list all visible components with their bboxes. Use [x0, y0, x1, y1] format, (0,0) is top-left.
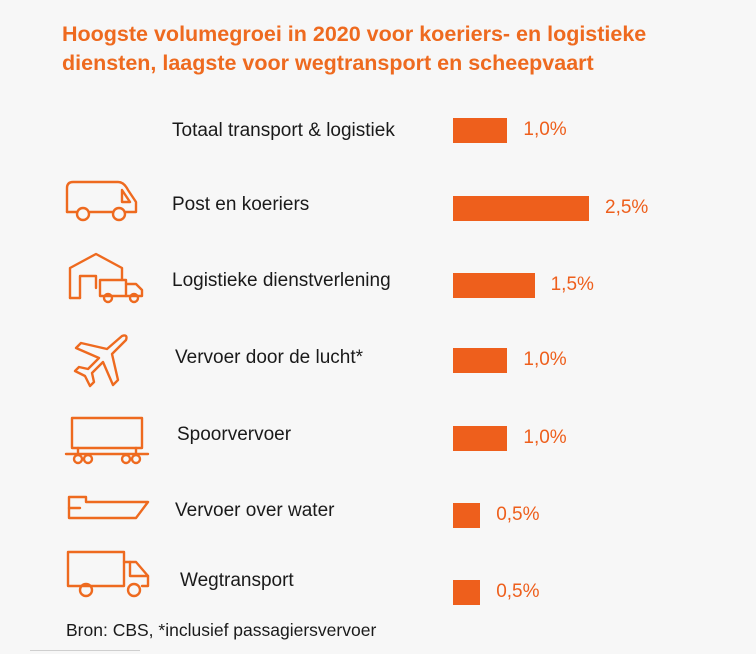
category-label: Totaal transport & logistiek	[172, 120, 395, 141]
category-label: Vervoer over water	[175, 500, 335, 521]
bar	[453, 273, 535, 298]
bar	[453, 348, 508, 373]
value-label: 0,5%	[496, 504, 540, 525]
value-label: 0,5%	[496, 581, 540, 602]
bar	[453, 503, 481, 528]
category-label: Logistieke dienstverlening	[172, 270, 391, 291]
ship-icon	[67, 495, 150, 520]
category-label: Post en koeriers	[172, 194, 310, 215]
bar	[453, 580, 481, 605]
chart-title-line-2: diensten, laagste voor wegtransport en s…	[62, 51, 594, 75]
value-label: 1,5%	[550, 274, 594, 295]
value-label: 1,0%	[523, 427, 567, 448]
bar	[453, 426, 508, 451]
category-label: Vervoer door de lucht*	[175, 347, 364, 368]
truck-icon	[66, 550, 150, 598]
airplane-icon	[73, 334, 128, 388]
source-note: Bron: CBS, *inclusief passagiersvervoer	[66, 620, 377, 640]
value-label: 2,5%	[605, 197, 649, 218]
chart-title-line-1: Hoogste volumegroei in 2020 voor koerier…	[62, 22, 647, 46]
warehouse-truck-icon	[68, 252, 144, 304]
category-label: Wegtransport	[180, 570, 294, 591]
divider	[30, 650, 140, 651]
bar	[453, 196, 589, 221]
chart-title: Hoogste volumegroei in 2020 voor koerier…	[62, 20, 742, 78]
bar	[453, 118, 508, 143]
value-label: 1,0%	[523, 119, 567, 140]
value-label: 1,0%	[523, 349, 567, 370]
train-wagon-icon	[64, 416, 150, 465]
category-label: Spoorvervoer	[177, 424, 292, 445]
delivery-van-icon	[65, 180, 138, 222]
